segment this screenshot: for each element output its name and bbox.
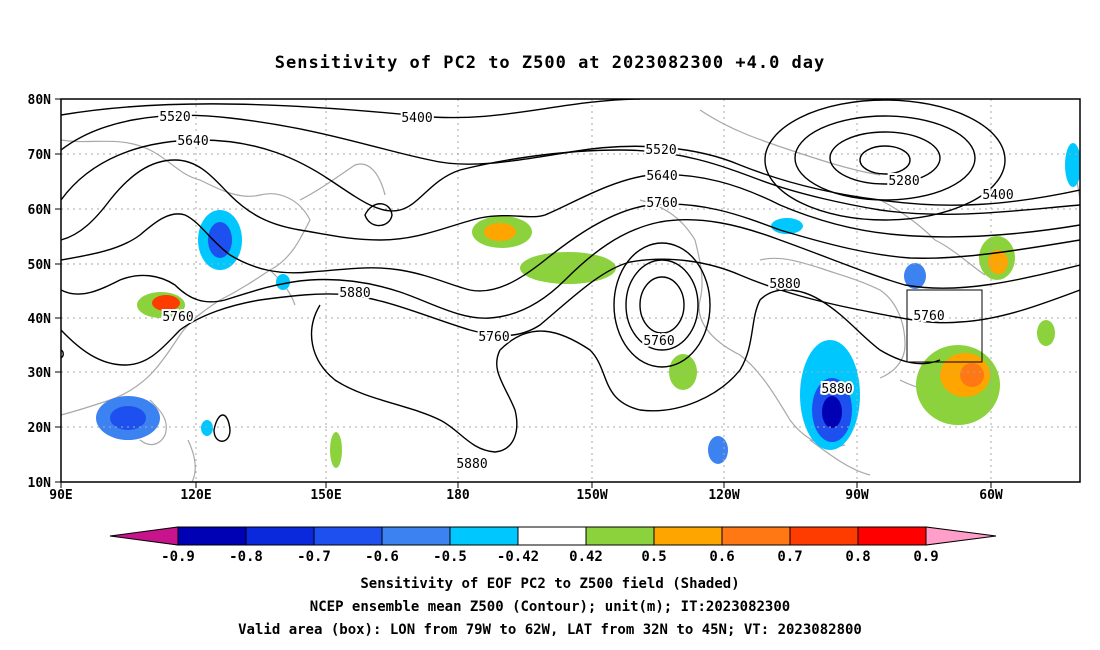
colorbar-label: -0.8 [229, 549, 263, 565]
colorbar-label: 0.8 [845, 549, 870, 565]
colorbar-label: 0.5 [641, 549, 666, 565]
lon-label: 60W [979, 488, 1003, 503]
z500-contours [61, 99, 1080, 453]
lon-label: 120W [708, 488, 739, 503]
map-title: Sensitivity of PC2 to Z500 at 2023082300… [275, 53, 826, 73]
colorbar-over-arrow [925, 526, 997, 546]
colorbar-label: -0.5 [433, 549, 467, 565]
contour-label: 5760 [643, 334, 674, 349]
map-frame [60, 98, 1081, 483]
contour-label: 5400 [401, 111, 432, 126]
coastlines [61, 109, 1080, 482]
colorbar-swatch [585, 526, 655, 546]
contour-label: 5880 [339, 286, 370, 301]
contour-label: 5880 [821, 382, 852, 397]
colorbar-swatch [245, 526, 315, 546]
colorbar-label: 0.9 [913, 549, 938, 565]
footer-line-1: Sensitivity of EOF PC2 to Z500 field (Sh… [360, 576, 739, 592]
lat-label: 30N [28, 366, 52, 381]
contour-labels: 5520 5400 5640 5520 5640 5760 5280 5400 … [157, 108, 1015, 474]
lat-label: 20N [28, 421, 52, 436]
valid-area-box [906, 289, 983, 363]
shaded-sensitivity [96, 143, 1080, 468]
contour-label: 5880 [456, 457, 487, 472]
contour-label: 5880 [769, 277, 800, 292]
colorbar-label: -0.7 [297, 549, 331, 565]
longitude-labels: 90E 120E 150E 180 150W 120W 90W 60W [49, 488, 1003, 503]
lat-label: 70N [28, 148, 52, 163]
lon-label: 90E [49, 488, 72, 503]
contour-label: 5760 [162, 310, 193, 325]
colorbar-label: -0.9 [161, 549, 195, 565]
contour-label: 5640 [646, 169, 677, 184]
lon-label: 150W [576, 488, 607, 503]
colorbar-label: 0.6 [709, 549, 734, 565]
lat-label: 60N [28, 203, 52, 218]
colorbar-swatch [177, 526, 247, 546]
lon-label: 120E [180, 488, 211, 503]
colorbar-swatch [857, 526, 927, 546]
colorbar-swatch [381, 526, 451, 546]
contour-label: 5520 [159, 110, 190, 125]
contour-label: 5520 [645, 143, 676, 158]
colorbar-label: -0.6 [365, 549, 399, 565]
colorbar-swatch [653, 526, 723, 546]
map-panel: 5520 5400 5640 5520 5640 5760 5280 5400 … [28, 93, 1081, 503]
colorbar-label: 0.7 [777, 549, 802, 565]
lat-label: 50N [28, 258, 52, 273]
lon-label: 150E [310, 488, 341, 503]
colorbar-swatch [789, 526, 859, 546]
colorbar-label: 0.42 [569, 549, 603, 565]
footer-line-3: Valid area (box): LON from 79W to 62W, L… [238, 622, 862, 638]
contour-label: 5760 [646, 196, 677, 211]
latitude-labels: 80N 70N 60N 50N 40N 30N 20N 10N [28, 93, 52, 491]
lon-label: 180 [446, 488, 470, 503]
colorbar-label: -0.42 [497, 549, 539, 565]
footer-line-2: NCEP ensemble mean Z500 (Contour); unit(… [310, 599, 790, 615]
contour-label: 5280 [888, 174, 919, 189]
colorbar-swatch [449, 526, 519, 546]
tick-marks [55, 98, 992, 488]
lon-label: 90W [845, 488, 869, 503]
colorbar-swatch [517, 526, 587, 546]
contour-label: 5760 [478, 330, 509, 345]
colorbar-under-arrow [109, 526, 179, 546]
contour-label: 5640 [177, 134, 208, 149]
gridlines [61, 99, 1080, 482]
lat-label: 80N [28, 93, 52, 108]
colorbar-swatch [721, 526, 791, 546]
contour-label: 5400 [982, 188, 1013, 203]
contour-label: 5760 [913, 309, 944, 324]
colorbar: -0.9 -0.8 -0.7 -0.6 -0.5 -0.42 0.42 0.5 0.6 0.7 0.… [109, 526, 997, 565]
colorbar-swatch [313, 526, 383, 546]
lat-label: 40N [28, 312, 52, 327]
lat-label: 10N [28, 476, 52, 491]
